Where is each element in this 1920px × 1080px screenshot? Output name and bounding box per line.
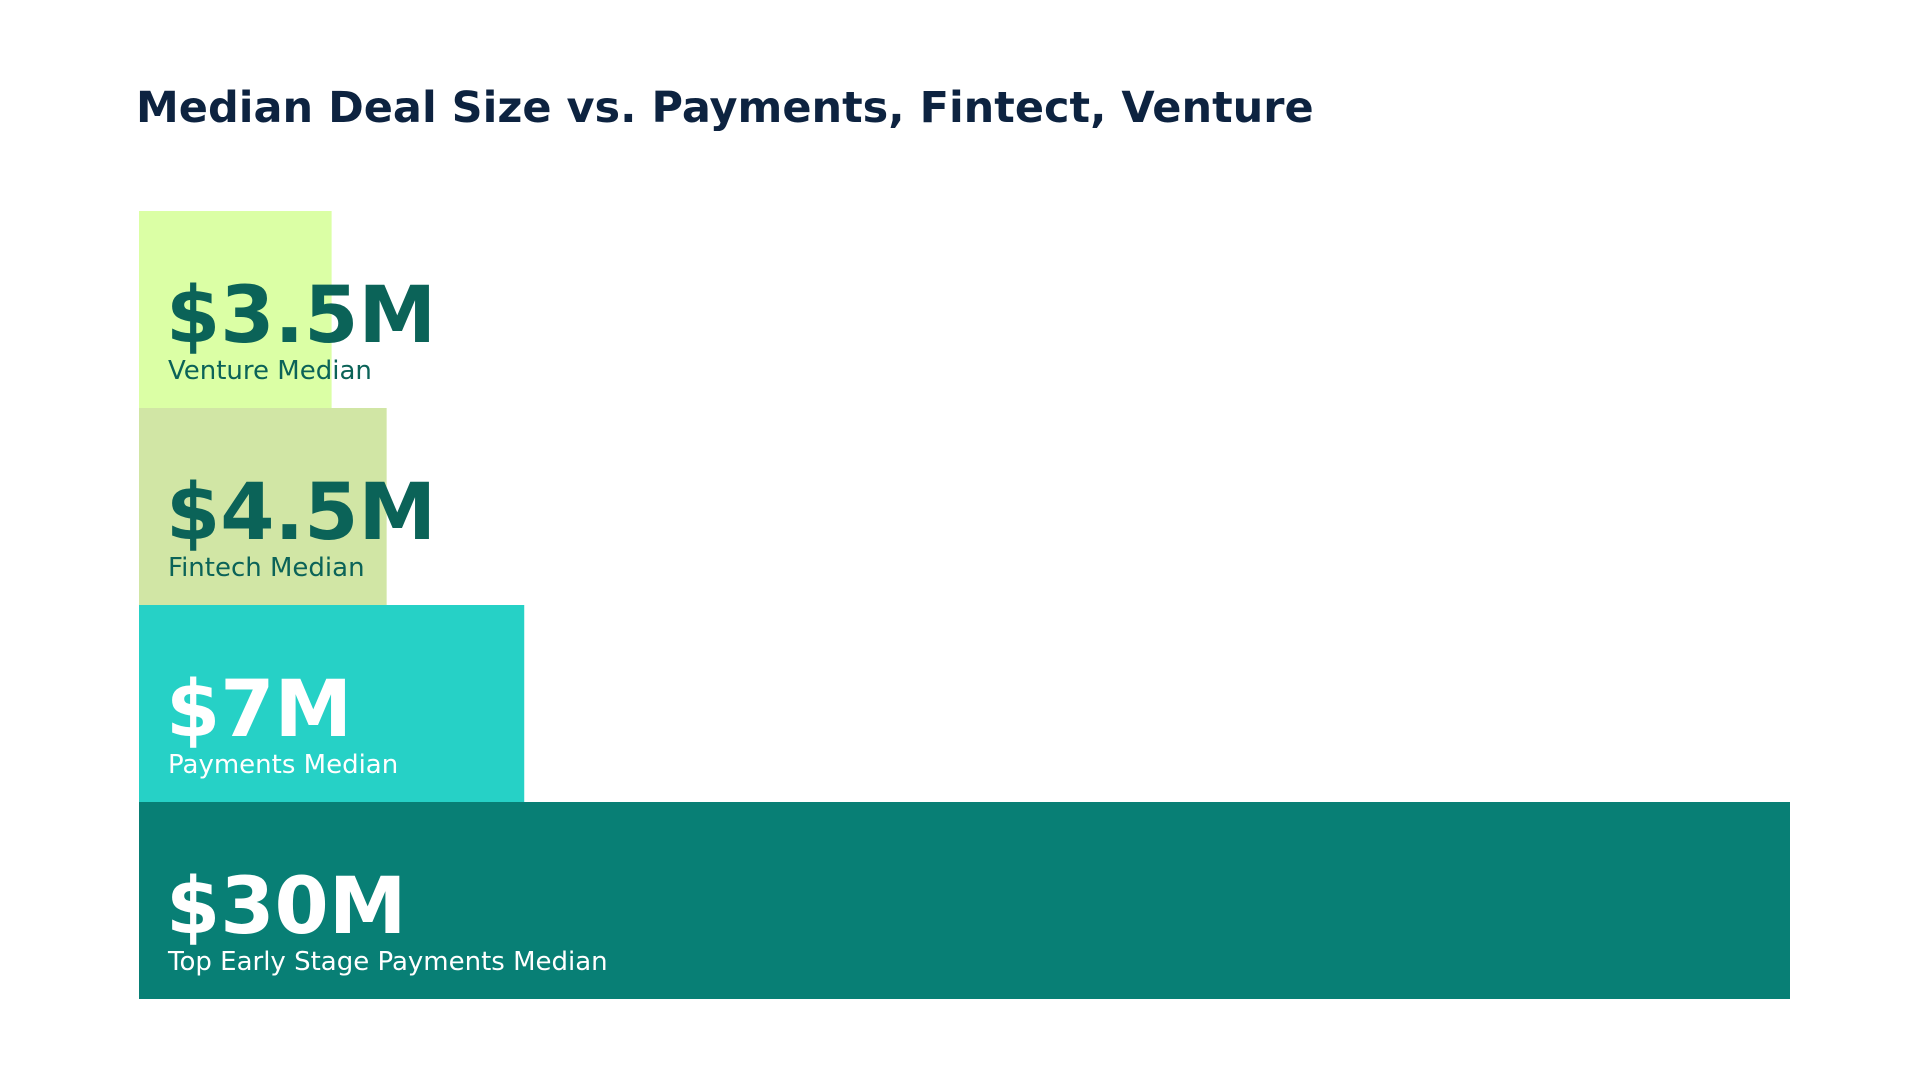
bar (139, 802, 1790, 999)
category-label: Fintech Median (168, 553, 365, 583)
chart-title: Median Deal Size vs. Payments, Fintect, … (136, 83, 1314, 133)
bar (139, 605, 525, 802)
value-label: $7M (166, 665, 352, 755)
value-label: $4.5M (166, 468, 436, 558)
category-label: Venture Median (168, 356, 372, 386)
bar (139, 211, 332, 408)
value-label: $30M (166, 862, 406, 952)
category-label: Payments Median (168, 750, 398, 780)
value-label: $3.5M (166, 271, 436, 361)
category-label: Top Early Stage Payments Median (167, 947, 608, 977)
bar (139, 408, 387, 605)
